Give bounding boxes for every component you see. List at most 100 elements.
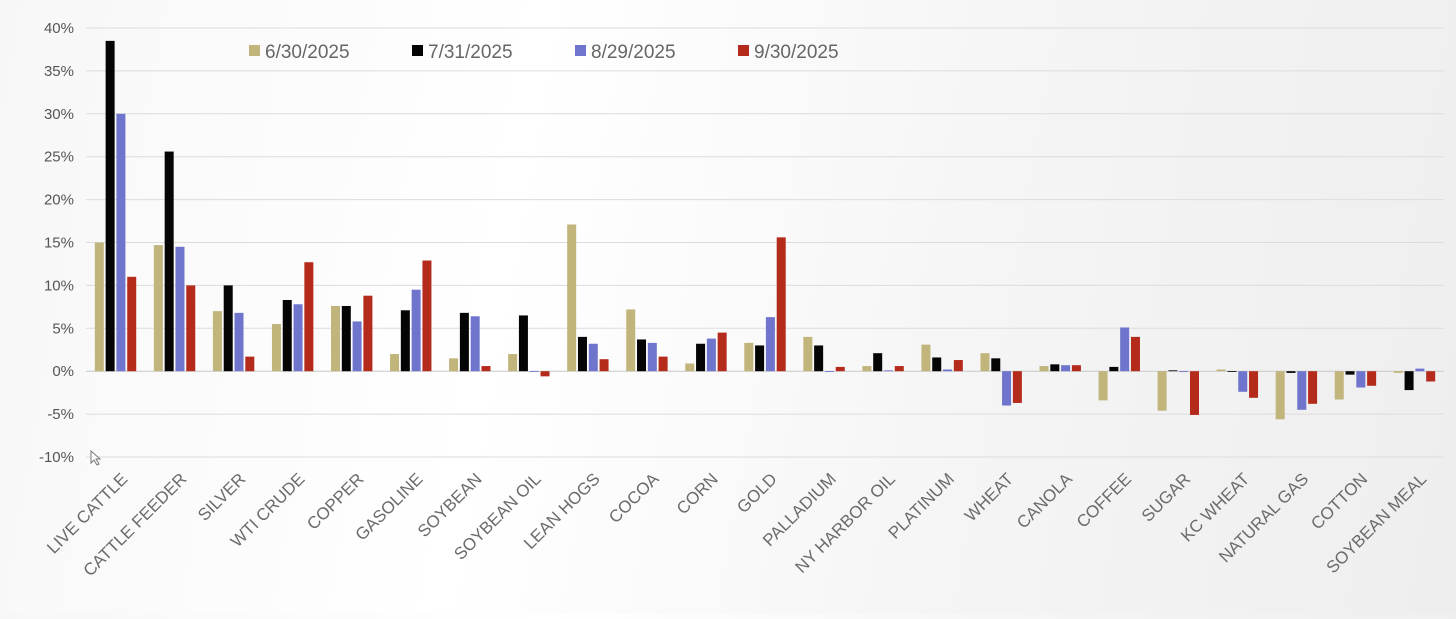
bar (234, 312, 244, 372)
x-tick-label: SILVER (194, 469, 249, 524)
x-tick-label: NY HARBOR OIL (792, 469, 899, 576)
bar (991, 358, 1001, 372)
x-tick-label: CANOLA (1013, 469, 1076, 532)
x-tick-label: COFFEE (1073, 469, 1135, 531)
bar (1130, 336, 1140, 372)
legend-swatch (249, 45, 260, 56)
bar (175, 246, 185, 372)
bar (1061, 365, 1071, 372)
bar (744, 342, 754, 372)
bar (835, 366, 845, 372)
legend-label: 9/30/2025 (754, 42, 839, 63)
bar (1426, 371, 1436, 382)
bar (223, 285, 233, 372)
x-tick-label: WHEAT (961, 469, 1017, 525)
bar (1071, 365, 1081, 372)
bar (803, 336, 813, 372)
y-tick-label: 0% (52, 363, 74, 380)
bar (883, 370, 893, 372)
y-tick-label: -10% (39, 449, 74, 466)
bar (862, 366, 872, 372)
bar (894, 366, 904, 372)
bar (717, 332, 727, 372)
legend-label: 6/30/2025 (265, 42, 350, 63)
bar (1249, 371, 1259, 398)
bar (1308, 371, 1318, 404)
bar (105, 40, 115, 372)
bar (94, 242, 104, 372)
bar (577, 336, 587, 372)
x-tick-label: SUGAR (1138, 469, 1194, 525)
bar (529, 371, 539, 372)
y-tick-label: 20% (44, 192, 74, 209)
bar (647, 342, 657, 372)
legend-swatch (412, 45, 423, 56)
bar (282, 299, 292, 372)
bar (1393, 371, 1403, 373)
bar (341, 305, 351, 372)
legend: 6/30/2025 7/31/2025 8/29/2025 9/30/2025 (249, 42, 839, 63)
bar (127, 276, 137, 372)
bar (1109, 366, 1119, 372)
bar (1356, 371, 1366, 388)
x-tick-label: COCOA (605, 469, 663, 527)
bar (1367, 371, 1377, 386)
bar (658, 356, 668, 372)
bar (1227, 371, 1237, 372)
bar (1404, 371, 1414, 391)
legend-swatch (575, 45, 586, 56)
bar (330, 305, 340, 372)
bar (540, 371, 550, 377)
x-tick-label: CORN (673, 469, 722, 518)
bar (626, 309, 636, 372)
bar (1297, 371, 1307, 410)
y-tick-label: 35% (44, 63, 74, 80)
bar (921, 344, 931, 372)
bar (271, 324, 281, 372)
y-tick-label: 5% (52, 320, 74, 337)
bar (186, 285, 196, 372)
bar (1098, 371, 1108, 401)
bar (824, 371, 834, 373)
bar (1345, 371, 1355, 375)
bar (1286, 371, 1296, 373)
bar (1216, 369, 1226, 372)
bar (776, 237, 786, 372)
bar (304, 262, 314, 372)
y-tick-label: 30% (44, 106, 74, 123)
x-tick-label: SOYBEAN MEAL (1323, 469, 1431, 577)
bar (1179, 371, 1189, 373)
x-tick-label: GOLD (733, 469, 781, 517)
bar (1002, 371, 1012, 406)
legend-swatch (738, 45, 749, 56)
bar (400, 310, 410, 372)
y-tick-label: 40% (44, 20, 74, 37)
bar (1039, 366, 1049, 372)
bar (1415, 368, 1425, 372)
bar (567, 224, 577, 372)
bar (765, 317, 775, 372)
y-axis-ticks: -10% -5% 0% 5% 10% 15% 20% 25% 30% 35% 40% (39, 20, 74, 466)
bar (932, 357, 942, 372)
y-tick-label: 10% (44, 277, 74, 294)
bar (470, 316, 480, 372)
gridlines (86, 27, 1444, 458)
bar (1157, 371, 1167, 411)
bar (212, 311, 222, 372)
bar (153, 245, 163, 372)
bar (518, 315, 528, 372)
bar (599, 359, 609, 372)
bar (943, 369, 953, 372)
bar (508, 354, 518, 372)
bar (755, 345, 765, 372)
bar (293, 304, 303, 372)
bar (814, 345, 824, 372)
legend-label: 8/29/2025 (591, 42, 676, 63)
mouse-cursor-icon (90, 449, 102, 466)
bar (1050, 364, 1060, 372)
bar (422, 260, 432, 372)
bar (1238, 371, 1248, 392)
